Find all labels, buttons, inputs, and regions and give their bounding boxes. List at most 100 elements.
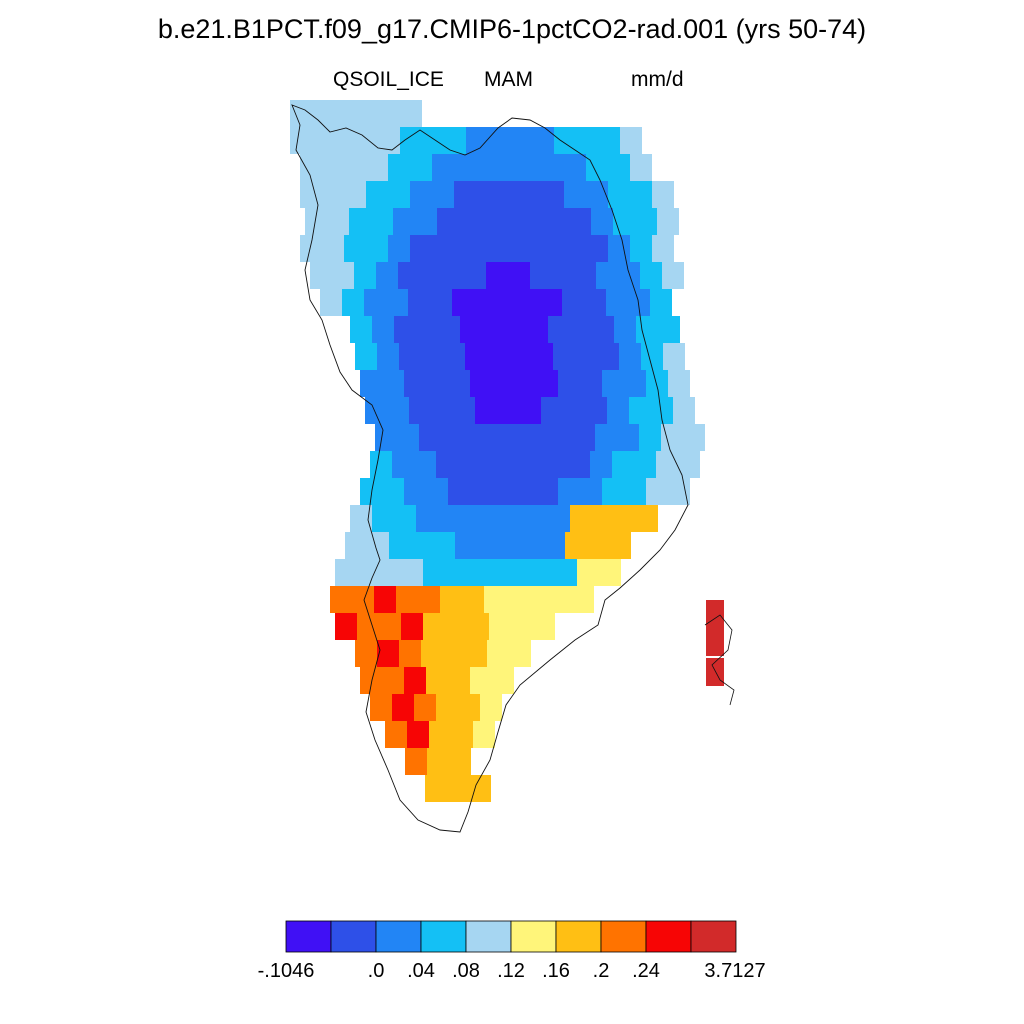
grid-cell	[444, 127, 466, 154]
grid-cell	[407, 721, 429, 748]
grid-cell	[312, 127, 334, 154]
grid-cell	[504, 316, 526, 343]
grid-cell	[423, 613, 445, 640]
grid-cell	[509, 343, 531, 370]
colorbar-swatch	[555, 920, 602, 953]
grid-cell	[577, 559, 599, 586]
grid-cell	[382, 667, 404, 694]
grid-cell	[376, 262, 398, 289]
grid-cell	[372, 505, 394, 532]
grid-cell	[586, 181, 608, 208]
grid-cell	[422, 127, 444, 154]
grid-cell	[678, 451, 700, 478]
grid-cell	[350, 505, 372, 532]
grid-cell	[330, 586, 352, 613]
grid-cell	[377, 640, 399, 667]
season-label: MAM	[484, 68, 533, 91]
grid-cell	[455, 532, 477, 559]
grid-cell	[367, 532, 389, 559]
grid-cell	[475, 397, 497, 424]
grid-cell	[617, 424, 639, 451]
grid-cell	[442, 262, 464, 289]
grid-cell	[379, 613, 401, 640]
grid-cell	[569, 208, 591, 235]
grid-cell	[433, 532, 455, 559]
grid-cell	[378, 127, 400, 154]
grid-cell	[357, 559, 379, 586]
grid-cell	[344, 154, 366, 181]
grid-cell	[533, 559, 555, 586]
grid-cell	[492, 478, 514, 505]
grid-cell	[521, 532, 543, 559]
grid-cell	[396, 586, 418, 613]
grid-cell	[448, 370, 470, 397]
grid-cell	[597, 343, 619, 370]
grid-cell	[459, 208, 481, 235]
grid-cell	[585, 397, 607, 424]
grid-cell	[448, 667, 470, 694]
grid-cell	[437, 208, 459, 235]
grid-cell	[460, 505, 482, 532]
grid-cell	[344, 235, 366, 262]
grid-cell	[458, 451, 480, 478]
grid-cell	[530, 262, 552, 289]
grid-cell	[322, 235, 344, 262]
grid-cell	[591, 208, 613, 235]
colorbar-swatch	[690, 920, 737, 953]
grid-cell	[352, 586, 374, 613]
grid-cell	[371, 208, 393, 235]
grid-cell	[425, 775, 447, 802]
grid-cell	[360, 478, 382, 505]
grid-cell	[554, 127, 576, 154]
grid-cell	[542, 154, 564, 181]
grid-cell	[608, 235, 630, 262]
grid-cell	[388, 154, 410, 181]
grid-cell	[322, 154, 344, 181]
grid-cell	[608, 181, 630, 208]
grid-cell	[420, 262, 442, 289]
grid-cell	[375, 424, 397, 451]
grid-cell	[652, 181, 674, 208]
colorbar-tick-label: -.1046	[257, 960, 315, 982]
grid-cell	[520, 154, 542, 181]
grid-cell	[550, 586, 572, 613]
grid-cell	[404, 370, 426, 397]
colorbar-tick-label: 3.7127	[704, 960, 766, 982]
grid-cell	[290, 127, 312, 154]
grid-cell	[436, 451, 458, 478]
grid-cell	[619, 343, 641, 370]
grid-cell	[498, 235, 520, 262]
grid-cell	[564, 235, 586, 262]
grid-cell	[312, 100, 334, 127]
grid-cell	[586, 154, 608, 181]
grid-cell	[453, 397, 475, 424]
grid-cell	[432, 181, 454, 208]
grid-cell	[473, 721, 495, 748]
colorbar-tick-label: .2	[592, 960, 610, 982]
colorbar-tick-label: .04	[407, 960, 435, 982]
grid-cell	[440, 586, 462, 613]
grid-cell	[334, 100, 356, 127]
grid-cell	[489, 613, 511, 640]
grid-cell	[426, 667, 448, 694]
grid-cell	[652, 235, 674, 262]
grid-cell	[590, 451, 612, 478]
grid-cell	[640, 262, 662, 289]
grid-cell	[602, 370, 624, 397]
grid-cell	[614, 316, 636, 343]
grid-cell	[426, 370, 448, 397]
grid-cell	[514, 478, 536, 505]
grid-cell	[542, 235, 564, 262]
grid-cell	[618, 262, 640, 289]
grid-cell	[608, 154, 630, 181]
grid-cell	[636, 505, 658, 532]
map-cells	[290, 100, 724, 802]
grid-cell	[540, 289, 562, 316]
grid-cell	[443, 343, 465, 370]
grid-cell	[432, 154, 454, 181]
grid-cell	[706, 600, 724, 628]
grid-cell	[533, 613, 555, 640]
grid-cell	[558, 370, 580, 397]
grid-cell	[624, 370, 646, 397]
grid-cell	[452, 289, 474, 316]
